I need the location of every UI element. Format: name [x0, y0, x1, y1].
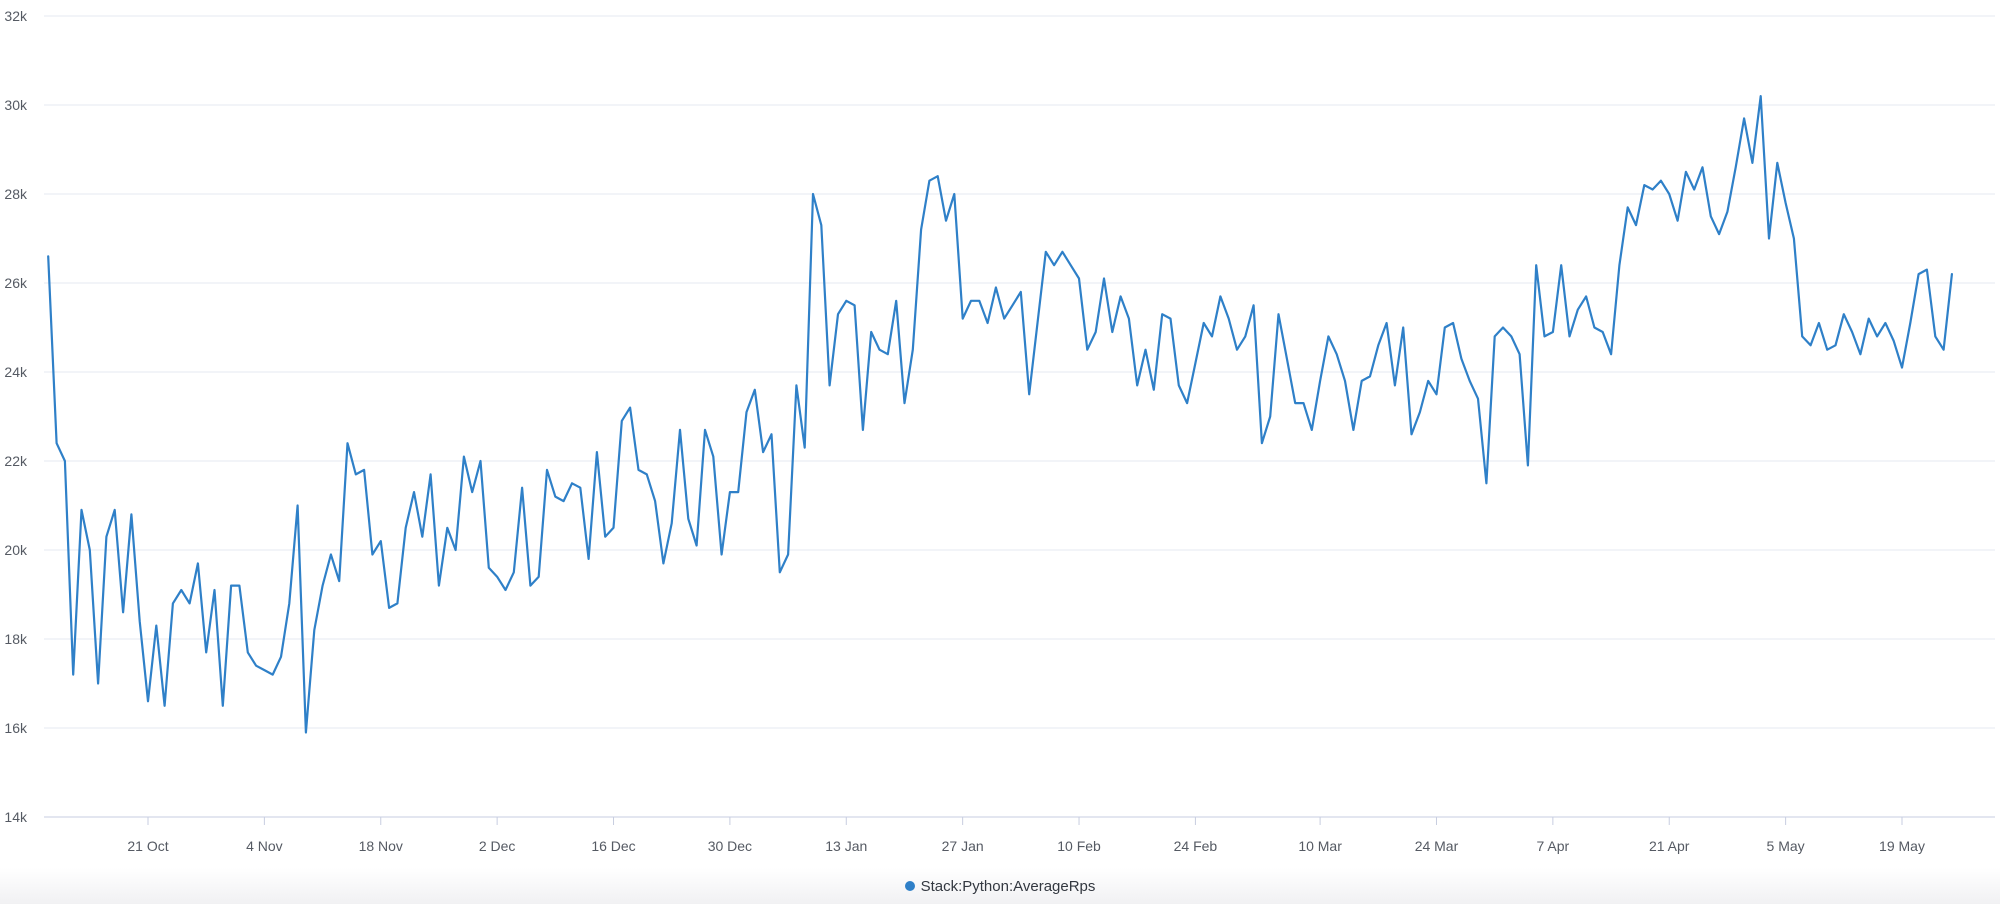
- x-tick-label: 16 Dec: [591, 838, 635, 854]
- y-tick-label: 26k: [4, 275, 28, 291]
- y-axis: 14k 16k 18k 20k 22k 24k 26k 28k 30k 32k: [4, 8, 28, 825]
- x-tick-label: 24 Mar: [1415, 838, 1459, 854]
- x-tick-label: 2 Dec: [479, 838, 516, 854]
- x-tick-label: 27 Jan: [942, 838, 984, 854]
- x-tick-label: 4 Nov: [246, 838, 283, 854]
- x-tick-label: 21 Apr: [1649, 838, 1690, 854]
- x-tick-label: 5 May: [1767, 838, 1805, 854]
- x-tick-label: 10 Mar: [1298, 838, 1342, 854]
- x-axis: 21 Oct 4 Nov 18 Nov 2 Dec 16 Dec 30 Dec 13 Jan…: [127, 817, 1925, 854]
- y-tick-label: 18k: [4, 631, 28, 647]
- x-tick-label: 13 Jan: [825, 838, 867, 854]
- legend-background: [0, 868, 2000, 904]
- y-tick-label: 28k: [4, 186, 28, 202]
- legend-label[interactable]: Stack:Python:AverageRps: [920, 877, 1096, 895]
- y-tick-label: 14k: [4, 809, 28, 825]
- y-tick-label: 30k: [4, 97, 28, 113]
- gridlines: [44, 15, 1995, 818]
- y-tick-label: 24k: [4, 364, 28, 380]
- x-tick-label: 21 Oct: [127, 838, 168, 854]
- x-tick-label: 10 Feb: [1057, 838, 1101, 854]
- x-tick-label: 30 Dec: [708, 838, 752, 854]
- x-tick-label: 19 May: [1879, 838, 1925, 854]
- y-tick-label: 32k: [4, 8, 28, 24]
- y-tick-label: 16k: [4, 720, 28, 736]
- series-line: [47, 94, 1954, 734]
- series-layer: [47, 94, 1954, 734]
- legend-swatch: [904, 881, 915, 891]
- x-tick-label: 7 Apr: [1537, 838, 1570, 854]
- x-tick-label: 24 Feb: [1174, 838, 1218, 854]
- y-tick-label: 22k: [4, 453, 28, 469]
- y-tick-label: 20k: [4, 542, 28, 558]
- legend[interactable]: Stack:Python:AverageRps: [0, 872, 2000, 900]
- x-tick-label: 18 Nov: [359, 838, 403, 854]
